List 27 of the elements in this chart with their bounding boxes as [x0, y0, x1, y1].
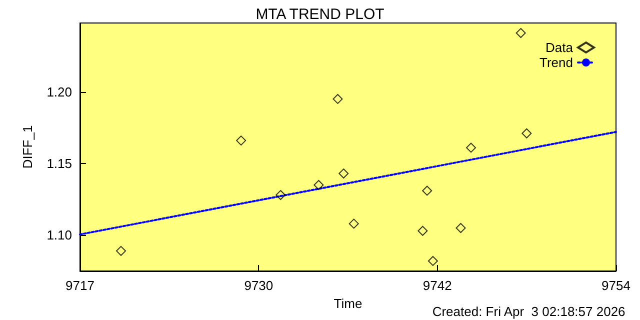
x-tick-label: 9717: [66, 278, 94, 293]
point: [348, 218, 359, 229]
point: [456, 222, 466, 233]
x-tick-label: 9730: [244, 278, 274, 293]
point: [522, 128, 532, 138]
point: [276, 190, 286, 200]
point: [418, 226, 428, 236]
point: [466, 142, 476, 153]
point: [116, 246, 126, 256]
point: [428, 256, 438, 266]
point: [314, 180, 324, 190]
point: [332, 94, 343, 104]
y-tick-label: 1.10: [46, 228, 72, 243]
point: [516, 28, 526, 38]
chart-title: MTA TREND PLOT: [256, 6, 384, 23]
text: Created: Fri Apr 3 02:18:57 2026: [432, 304, 626, 319]
legend-label: Data: [546, 40, 574, 55]
point: [338, 168, 349, 179]
legend-label: Trend: [540, 55, 573, 70]
x-tick-label: 9754: [602, 278, 630, 293]
point: [236, 136, 246, 146]
x-axis-title: Time: [334, 296, 362, 311]
x-tick-label: 9742: [422, 278, 452, 293]
y-tick-label: 1.15: [46, 156, 72, 171]
y-tick-label: 1.20: [46, 84, 72, 100]
point: [422, 186, 432, 196]
y-axis-title: DIFF_1: [20, 125, 35, 169]
